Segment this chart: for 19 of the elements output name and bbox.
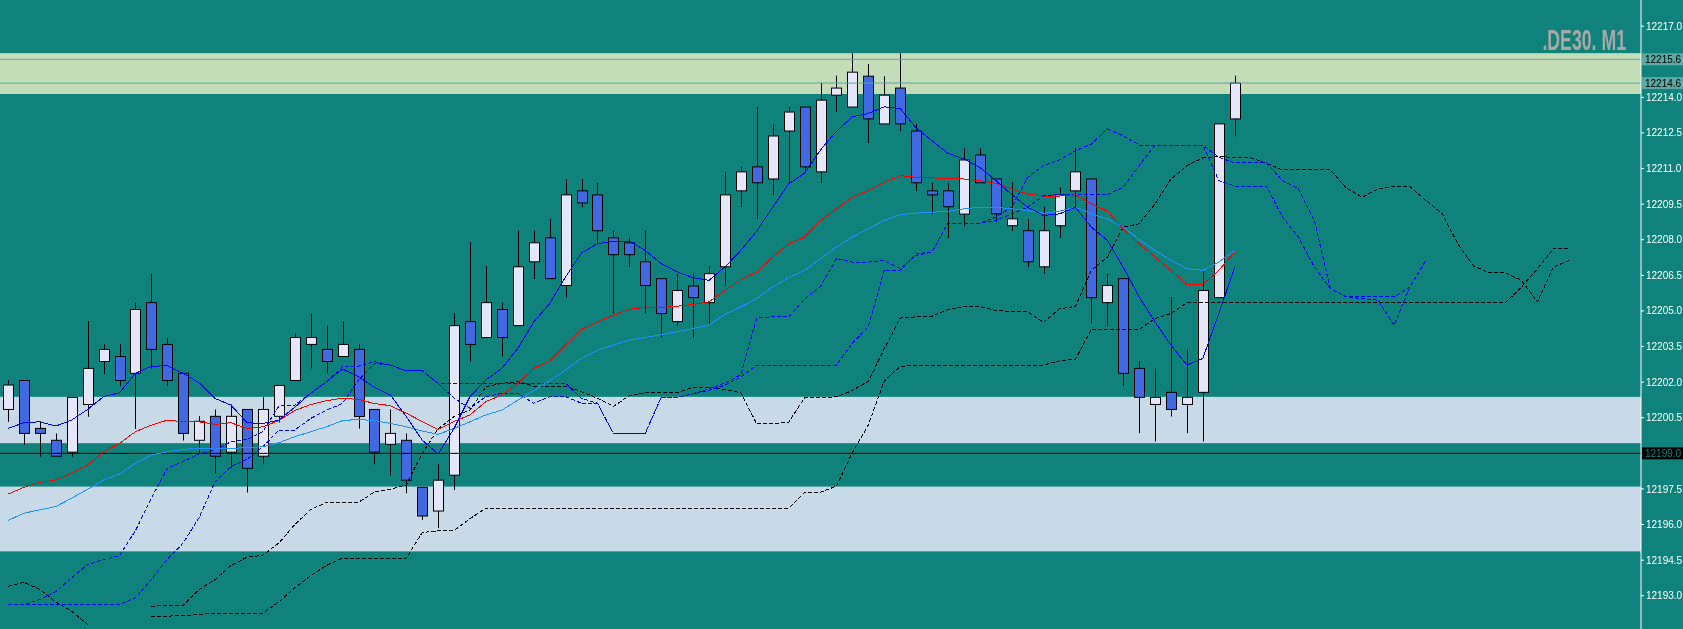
y-tick-label: 12196.0 <box>1646 519 1683 531</box>
y-tick-label: 12209.5 <box>1646 198 1683 210</box>
ref-line-label: 12215.6 <box>1645 54 1682 66</box>
y-tick-label: 12212.5 <box>1646 127 1683 139</box>
y-tick-label: 12202.0 <box>1646 376 1683 388</box>
y-tick-label: 12194.5 <box>1646 554 1683 566</box>
y-tick-label: 12211.0 <box>1646 163 1682 175</box>
y-tick-label: 12203.5 <box>1646 341 1683 353</box>
y-tick-label: 12214.0 <box>1646 91 1683 103</box>
y-tick-label: 12197.5 <box>1646 483 1683 495</box>
text: .DE30. M1 <box>1542 23 1627 57</box>
y-tick-label: 12200.5 <box>1646 412 1683 424</box>
y-tick-label: 12206.5 <box>1646 269 1683 281</box>
ref-line-label: 12199.0 <box>1645 448 1682 460</box>
y-tick-label: 12193.0 <box>1646 590 1683 602</box>
y-tick-label: 12217.0 <box>1646 20 1683 32</box>
y-tick-label: 12208.0 <box>1646 234 1683 246</box>
y-tick-label: 12205.0 <box>1646 305 1683 317</box>
ref-line-label: 12214.6 <box>1645 78 1682 90</box>
